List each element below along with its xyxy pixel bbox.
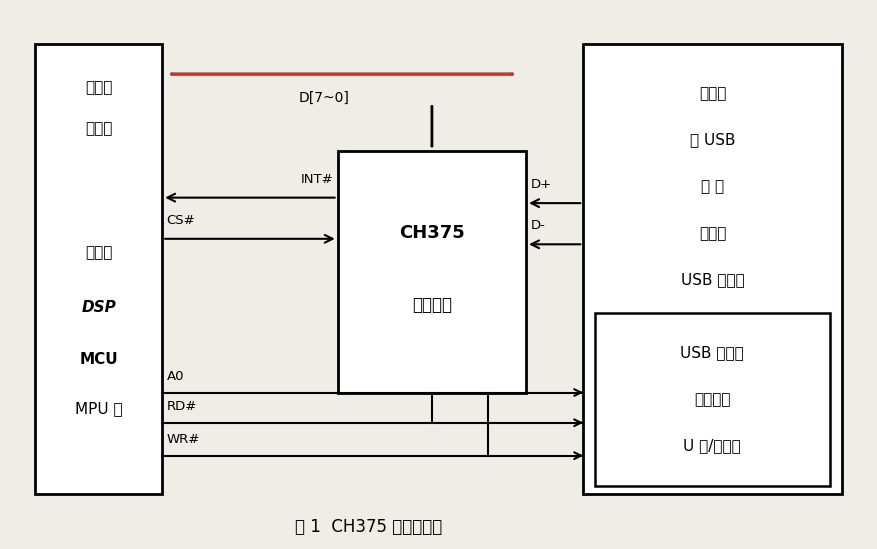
Bar [595, 313, 830, 486]
Bar [338, 151, 526, 393]
Text: USB 闪存盘: USB 闪存盘 [681, 345, 744, 360]
Text: 本地端: 本地端 [85, 80, 112, 96]
Text: 控制器: 控制器 [85, 121, 112, 137]
Text: MCU: MCU [79, 352, 118, 367]
Text: RD#: RD# [167, 400, 197, 413]
Text: A0: A0 [167, 369, 184, 383]
Bar [583, 44, 842, 494]
Text: 或 USB: 或 USB [690, 132, 735, 148]
Text: 图 1  CH375 的接口框图: 图 1 CH375 的接口框图 [295, 518, 442, 536]
Text: 外置硬盘: 外置硬盘 [694, 392, 731, 407]
Text: D[7~0]: D[7~0] [299, 91, 350, 105]
Bar [35, 44, 162, 494]
Text: 接口芯片: 接口芯片 [412, 296, 452, 313]
Text: WR#: WR# [167, 433, 200, 446]
Text: INT#: INT# [301, 172, 333, 186]
Text: 设 备: 设 备 [701, 179, 724, 194]
Text: D-: D- [531, 219, 545, 232]
Text: DSP: DSP [82, 300, 116, 315]
Text: 单片机: 单片机 [85, 245, 112, 260]
Text: D+: D+ [531, 178, 552, 191]
Text: U 盘/闪盘等: U 盘/闪盘等 [683, 439, 741, 453]
Text: USB 打印机: USB 打印机 [681, 272, 745, 288]
Text: CH375: CH375 [399, 225, 465, 242]
Text: MPU 等: MPU 等 [75, 401, 123, 417]
Text: 计算机: 计算机 [699, 86, 726, 101]
Text: 例如：: 例如： [699, 226, 726, 241]
Text: CS#: CS# [167, 214, 196, 227]
